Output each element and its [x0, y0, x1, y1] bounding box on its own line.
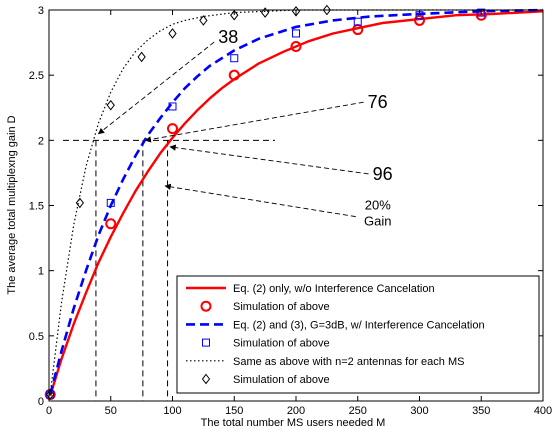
legend-label: Eq. (2) and (3), G=3dB, w/ Interference …	[233, 319, 485, 331]
series-layer	[44, 4, 544, 400]
series-line	[49, 9, 543, 395]
x-tick-label: 200	[287, 405, 305, 417]
series-2	[48, 8, 544, 395]
legend-label: Simulation of above	[233, 301, 330, 313]
x-axis-label: The total number MS users needed M	[201, 417, 386, 429]
annotation-0: 38	[97, 27, 238, 135]
data-point	[353, 17, 362, 26]
annotation-text: 38	[218, 27, 238, 47]
y-tick-label: 1	[38, 266, 44, 278]
x-tick-label: 400	[534, 405, 552, 417]
axes-layer: 0 50 100 150 200 250 300 350 400 0 0.5 1 1.5 2 2.5 3	[29, 5, 552, 417]
annotation-text: 76	[368, 92, 388, 112]
legend-label: Eq. (2) only, w/o Interference Cancelati…	[233, 283, 435, 295]
data-point	[168, 28, 177, 39]
data-point	[477, 8, 486, 17]
annotation-arrow	[144, 101, 364, 143]
legend-label: Simulation of above	[233, 338, 330, 350]
data-point	[46, 389, 55, 400]
legend-box	[176, 275, 540, 394]
x-tick-label: 300	[410, 405, 428, 417]
data-point	[137, 51, 146, 63]
legend-entry: Same as above with n=2 antennas for each…	[186, 356, 464, 368]
data-point	[292, 29, 300, 38]
annotation-2: 96	[169, 144, 393, 184]
data-point	[106, 198, 115, 207]
data-point	[414, 14, 425, 26]
legend-label: Simulation of above	[233, 374, 330, 386]
annotation-3: 20%Gain	[164, 183, 391, 229]
x-tick-label: 150	[225, 405, 243, 417]
data-point	[168, 102, 177, 111]
legend-swatch	[201, 373, 211, 385]
annotation-text: 96	[373, 164, 393, 184]
y-tick-label: 0.5	[29, 331, 44, 343]
data-point	[105, 218, 117, 230]
data-point	[75, 197, 85, 209]
y-tick-label: 2	[38, 135, 44, 147]
annotation-arrow	[97, 41, 215, 135]
x-tick-label: 250	[349, 405, 367, 417]
series-0	[49, 10, 544, 397]
x-tick-label: 0	[46, 405, 52, 417]
y-tick-label: 1.5	[29, 201, 44, 213]
data-point	[322, 4, 332, 16]
legend-entry: Simulation of above	[201, 373, 330, 386]
legend-entry: Eq. (2) only, w/o Interference Cancelati…	[186, 283, 435, 295]
legend-label: Same as above with n=2 antennas for each…	[233, 356, 464, 368]
data-point	[230, 54, 239, 63]
annotation-text: Gain	[364, 214, 391, 229]
data-point	[228, 69, 240, 81]
x-tick-label: 100	[163, 405, 181, 417]
annotation-1: 76	[144, 92, 388, 143]
annotation-arrow	[169, 144, 369, 175]
legend-swatch	[202, 338, 210, 347]
data-point	[199, 15, 208, 26]
annotation-arrow	[164, 183, 356, 218]
legend-entry: Eq. (2) and (3), G=3dB, w/ Interference …	[186, 319, 485, 331]
y-tick-label: 2.5	[29, 70, 44, 82]
y-axis-label: The average total multiplexng gain D	[6, 115, 18, 294]
y-tick-label: 0	[38, 396, 44, 408]
data-point	[260, 7, 270, 18]
x-tick-label: 350	[472, 405, 490, 417]
y-tick-label: 3	[38, 5, 44, 17]
legend-entry: Simulation of above	[200, 300, 330, 313]
data-point	[290, 40, 302, 52]
x-tick-label: 50	[105, 405, 117, 417]
series-line	[48, 8, 544, 395]
series-line	[49, 10, 544, 397]
legend-swatch	[200, 300, 212, 312]
series-4	[49, 9, 543, 395]
data-point	[230, 9, 239, 21]
legend-entry: Simulation of above	[202, 338, 330, 350]
legend: Eq. (2) only, w/o Interference Cancelati…	[176, 275, 540, 394]
data-point	[106, 99, 115, 111]
annotation-text: 20%	[365, 198, 391, 213]
data-point	[167, 123, 178, 135]
